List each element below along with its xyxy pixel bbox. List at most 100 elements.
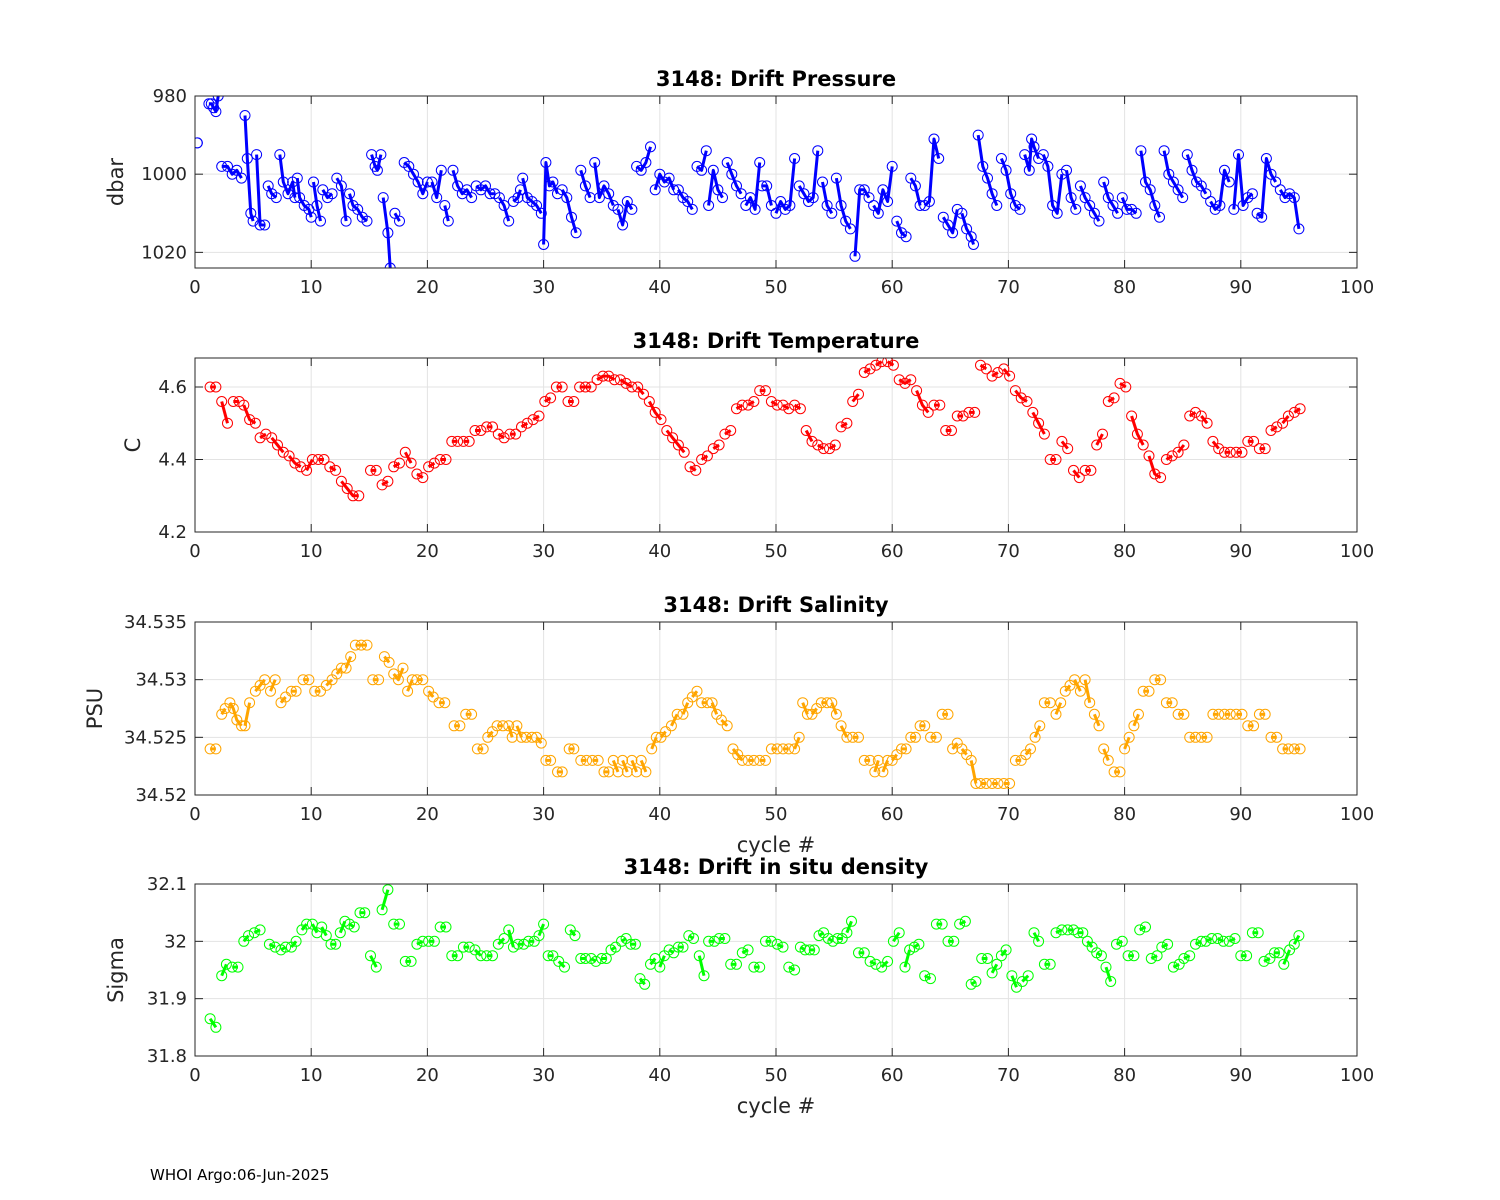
data-point	[581, 754, 593, 766]
data-point	[928, 399, 940, 411]
axes-box	[194, 95, 1358, 269]
series-line	[720, 718, 729, 727]
chart-title: 3148: Drift in situ density	[624, 855, 929, 879]
y-tick-label: 980	[153, 86, 187, 107]
data-point	[942, 935, 954, 947]
data-point	[238, 399, 250, 411]
series-line	[620, 937, 627, 943]
data-point	[247, 215, 259, 227]
data-point	[899, 961, 911, 973]
data-point	[592, 754, 604, 766]
data-point	[460, 708, 472, 720]
series-line	[329, 465, 337, 472]
y-tick-label: 4.2	[158, 522, 187, 543]
series-line	[370, 154, 383, 172]
data-point	[794, 403, 806, 415]
data-point	[471, 743, 483, 755]
data-point	[1260, 153, 1272, 164]
series-line	[804, 429, 814, 443]
data-point	[359, 907, 371, 919]
y-tick-label: 1000	[141, 164, 187, 185]
data-point	[503, 215, 515, 227]
data-point	[1134, 924, 1146, 936]
data-point	[969, 406, 981, 418]
data-point	[440, 454, 452, 465]
series-line	[243, 702, 252, 727]
series-line	[243, 115, 255, 222]
data-point	[320, 679, 332, 691]
data-point	[469, 944, 481, 956]
x-tick-label: 30	[532, 541, 555, 562]
data-point	[660, 726, 672, 738]
series-line	[1054, 702, 1063, 715]
data-point	[975, 359, 986, 371]
series-line	[242, 934, 250, 943]
data-point	[434, 921, 446, 933]
data-point	[1050, 454, 1062, 465]
data-point	[721, 720, 733, 732]
x-tick-label: 30	[532, 277, 555, 298]
x-tick-label: 30	[532, 1065, 555, 1086]
data-point	[760, 754, 771, 766]
data-point	[975, 778, 986, 789]
x-tick-label: 20	[416, 1065, 439, 1086]
data-point	[1277, 417, 1289, 429]
data-point	[308, 176, 319, 188]
data-point	[375, 149, 387, 161]
data-point	[900, 231, 912, 243]
data-point	[1145, 953, 1157, 964]
x-tick-label: 70	[997, 804, 1020, 825]
data-point	[923, 196, 935, 207]
data-point	[533, 930, 545, 942]
data-point	[749, 203, 761, 215]
data-point	[540, 157, 552, 168]
x-tick-label: 10	[300, 541, 323, 562]
series-line	[839, 725, 849, 738]
data-point	[742, 944, 754, 956]
series-line	[658, 955, 666, 968]
data-point	[1181, 149, 1193, 161]
data-point	[789, 743, 801, 755]
y-tick-label: 1020	[141, 242, 187, 263]
data-point	[736, 399, 748, 411]
data-point	[896, 743, 907, 755]
data-point	[216, 160, 228, 172]
data-point	[1011, 981, 1022, 993]
x-tick-label: 80	[1113, 1065, 1136, 1086]
footer-label: WHOI Argo:06-Jun-2025	[150, 1166, 330, 1184]
data-point	[1100, 961, 1112, 973]
series-line	[659, 730, 667, 739]
data-point	[344, 188, 355, 200]
data-point	[297, 674, 309, 686]
data-point	[621, 766, 633, 778]
data-point	[736, 754, 748, 766]
data-point	[1128, 720, 1140, 732]
data-point	[793, 731, 805, 743]
data-point	[487, 950, 498, 962]
data-point	[492, 428, 504, 440]
data-point	[976, 953, 988, 964]
data-point	[936, 708, 948, 720]
data-point	[986, 967, 998, 979]
data-point	[635, 754, 647, 766]
y-tick-label: 32.1	[147, 874, 187, 895]
series-line	[710, 702, 719, 715]
chart-panel-2: 0 10 20 30 40 50 60 70 80 90 100 4.2 4.4 4.6 3148: Dri…	[121, 329, 1374, 562]
data-point	[1097, 428, 1108, 440]
data-point	[731, 958, 742, 970]
data-point	[954, 918, 966, 930]
data-point	[1122, 950, 1134, 962]
x-axis-label: cycle #	[737, 1094, 816, 1118]
y-axis-label: C	[121, 438, 145, 453]
data-point	[512, 192, 524, 204]
y-axis-label: Sigma	[104, 937, 128, 1003]
data-point	[846, 915, 857, 927]
data-point	[423, 461, 435, 473]
data-point	[1093, 215, 1105, 227]
data-point	[1271, 731, 1283, 743]
data-point	[1009, 754, 1021, 766]
data-point	[830, 708, 842, 720]
data-point	[377, 192, 389, 204]
series-line	[280, 945, 287, 952]
data-point	[417, 188, 429, 200]
